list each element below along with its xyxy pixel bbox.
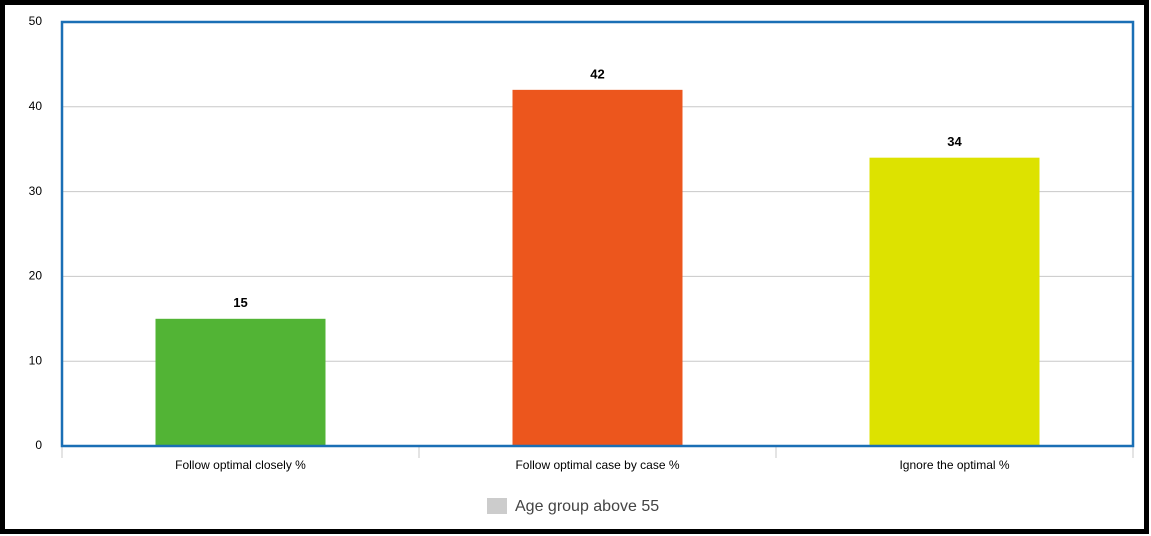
legend-swatch [487, 498, 507, 514]
value-label: 42 [590, 66, 604, 81]
y-tick-label: 20 [29, 269, 43, 283]
bar [869, 157, 1040, 446]
plot-border [60, 20, 1135, 448]
y-tick-label: 40 [29, 99, 43, 113]
value-label: 34 [947, 134, 962, 149]
y-tick-label: 30 [29, 184, 43, 198]
x-tick-label: Follow optimal case by case % [515, 458, 679, 472]
value-label: 15 [233, 295, 247, 310]
y-tick-label: 0 [35, 438, 42, 452]
x-tick-label: Follow optimal closely % [175, 458, 306, 472]
y-tick-label: 50 [29, 14, 43, 28]
bar [512, 89, 683, 446]
y-tick-label: 10 [29, 353, 43, 367]
bar [155, 318, 326, 446]
legend-label: Age group above 55 [515, 498, 659, 515]
x-tick-label: Ignore the optimal % [899, 458, 1009, 472]
